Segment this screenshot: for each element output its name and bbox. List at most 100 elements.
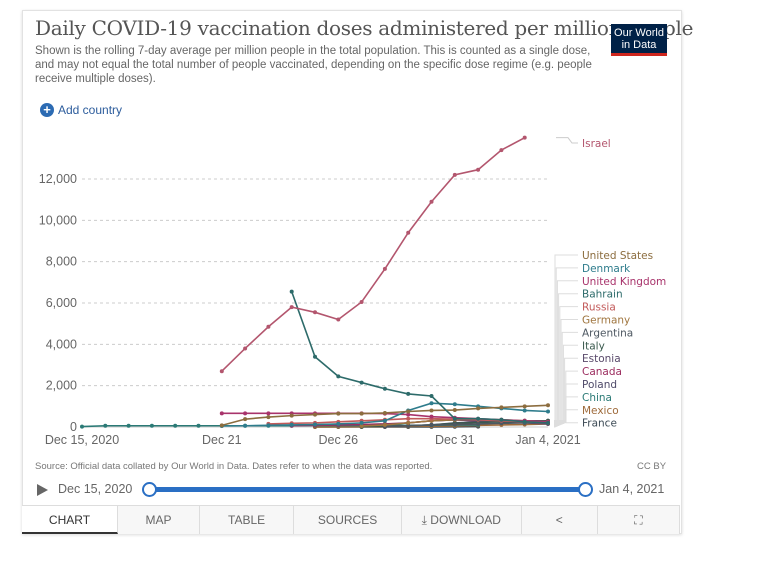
series-bahrain[interactable] — [289, 289, 550, 425]
data-point[interactable] — [266, 324, 271, 329]
legend-label[interactable]: United Kingdom — [582, 276, 666, 288]
data-point[interactable] — [499, 417, 504, 422]
timeline-start-handle[interactable] — [142, 482, 157, 497]
data-point[interactable] — [382, 418, 387, 423]
data-point[interactable] — [499, 405, 504, 410]
legend-label[interactable]: Italy — [582, 340, 605, 352]
data-point[interactable] — [429, 408, 434, 413]
data-point[interactable] — [289, 305, 294, 310]
data-point[interactable] — [546, 403, 550, 408]
data-point[interactable] — [476, 421, 481, 426]
legend-label[interactable]: France — [582, 418, 617, 430]
legend-label[interactable]: Mexico — [582, 405, 619, 417]
data-point[interactable] — [546, 420, 550, 425]
tab-table[interactable]: TABLE — [200, 506, 295, 534]
data-point[interactable] — [476, 406, 481, 411]
data-point[interactable] — [219, 423, 224, 428]
data-point[interactable] — [313, 354, 317, 359]
data-point[interactable] — [219, 369, 224, 374]
data-point[interactable] — [243, 417, 248, 422]
data-point[interactable] — [476, 167, 481, 172]
play-button[interactable] — [37, 484, 48, 496]
data-point[interactable] — [522, 135, 527, 140]
data-point[interactable] — [173, 423, 178, 428]
legend-label[interactable]: Russia — [582, 302, 616, 314]
data-point[interactable] — [406, 412, 411, 417]
data-point[interactable] — [289, 289, 294, 294]
data-point[interactable] — [359, 423, 364, 428]
data-point[interactable] — [522, 404, 527, 409]
data-point[interactable] — [266, 423, 271, 428]
data-point[interactable] — [452, 408, 457, 413]
data-point[interactable] — [289, 422, 294, 427]
legend-label[interactable]: Argentina — [582, 327, 633, 339]
data-point[interactable] — [336, 317, 341, 322]
data-point[interactable] — [243, 346, 248, 351]
data-point[interactable] — [406, 423, 411, 428]
data-point[interactable] — [336, 421, 341, 426]
tab-share[interactable]: < — [521, 506, 598, 534]
tab-map[interactable]: MAP — [117, 506, 201, 534]
timeline-end-handle[interactable] — [578, 482, 593, 497]
data-point[interactable] — [313, 422, 317, 427]
legend-label[interactable]: Israel — [582, 138, 611, 150]
data-point[interactable] — [429, 199, 434, 204]
tab-chart[interactable]: CHART — [22, 506, 118, 534]
data-point[interactable] — [452, 172, 457, 177]
data-point[interactable] — [289, 413, 294, 418]
data-point[interactable] — [522, 408, 527, 413]
legend-label[interactable]: Bahrain — [582, 289, 623, 301]
data-point[interactable] — [336, 411, 341, 416]
data-point[interactable] — [126, 423, 131, 428]
series-israel[interactable] — [219, 135, 527, 374]
tab-download[interactable]: ⤓ DOWNLOAD — [401, 506, 522, 534]
legend-label[interactable]: Denmark — [582, 263, 631, 275]
legend-label[interactable]: Canada — [582, 366, 622, 378]
owid-logo[interactable]: Our World in Data — [611, 24, 667, 56]
data-point[interactable] — [103, 423, 108, 428]
legend-label[interactable]: Poland — [582, 379, 617, 391]
data-point[interactable] — [452, 422, 457, 427]
data-point[interactable] — [429, 422, 434, 427]
data-point[interactable] — [382, 422, 387, 427]
data-point[interactable] — [243, 423, 248, 428]
data-point[interactable] — [499, 148, 504, 153]
data-point[interactable] — [382, 410, 387, 415]
data-point[interactable] — [359, 299, 364, 304]
data-point[interactable] — [406, 230, 411, 235]
data-point[interactable] — [429, 394, 434, 398]
data-point[interactable] — [429, 401, 434, 406]
legend-label[interactable]: China — [582, 392, 612, 404]
data-point[interactable] — [452, 402, 457, 407]
legend-label[interactable]: United States — [582, 250, 653, 262]
series-united-states[interactable] — [219, 403, 550, 428]
tab-fullscreen[interactable]: ⛶ — [597, 506, 680, 534]
data-point[interactable] — [546, 409, 550, 414]
data-point[interactable] — [476, 416, 481, 421]
data-point[interactable] — [266, 411, 271, 416]
data-point[interactable] — [406, 416, 411, 421]
data-point[interactable] — [359, 380, 364, 385]
data-point[interactable] — [522, 419, 527, 424]
legend-label[interactable]: Germany — [582, 315, 630, 327]
data-point[interactable] — [406, 391, 411, 396]
data-point[interactable] — [149, 423, 154, 428]
legend-label[interactable]: Estonia — [582, 353, 621, 365]
data-point[interactable] — [243, 411, 248, 416]
tab-sources[interactable]: SOURCES — [294, 506, 402, 534]
data-point[interactable] — [313, 310, 317, 315]
data-point[interactable] — [219, 411, 224, 416]
data-point[interactable] — [382, 386, 387, 391]
data-point[interactable] — [336, 374, 341, 379]
data-point[interactable] — [266, 415, 271, 420]
data-point[interactable] — [359, 411, 364, 416]
data-point[interactable] — [382, 266, 387, 271]
timeline-track[interactable] — [149, 487, 585, 492]
data-point[interactable] — [313, 412, 317, 417]
data-point[interactable] — [80, 424, 84, 429]
data-point[interactable] — [452, 416, 457, 421]
data-point[interactable] — [359, 420, 364, 425]
add-country-button[interactable]: + Add country — [40, 103, 122, 117]
data-point[interactable] — [196, 423, 201, 428]
data-point[interactable] — [406, 420, 411, 425]
